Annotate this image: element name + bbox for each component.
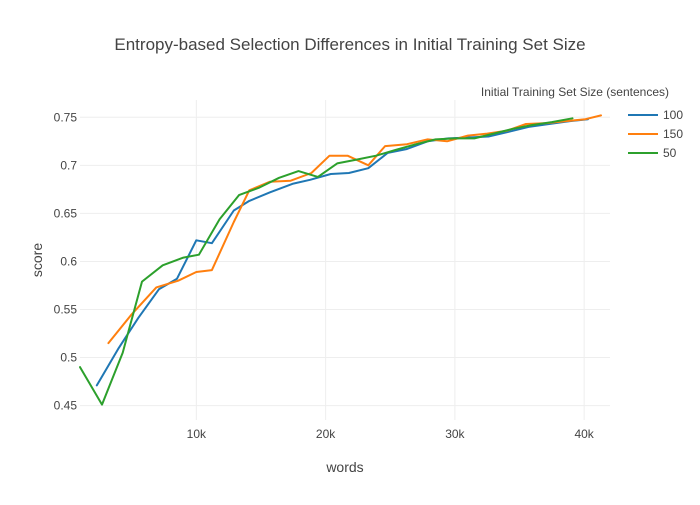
series-line-100[interactable] [95,118,589,387]
y-tick-label: 0.55 [54,302,78,316]
y-tick-label: 0.75 [54,110,78,124]
y-tick-label: 0.65 [54,206,78,220]
legend-title: Initial Training Set Size (sentences) [481,85,669,99]
series-line-50[interactable] [79,117,574,406]
legend-items: 100 150 50 [628,108,683,160]
grid [80,100,610,420]
series-line-150[interactable] [107,114,602,345]
y-tick-label: 0.7 [60,158,77,172]
series-lines [79,114,602,406]
y-axis-title: score [29,243,45,277]
legend-label-100[interactable]: 100 [663,108,683,122]
y-tick-label: 0.6 [60,254,77,268]
legend-label-50[interactable]: 50 [663,146,677,160]
x-tick-label: 10k [187,427,207,441]
x-tick-label: 20k [316,427,336,441]
x-tick-label: 40k [574,427,594,441]
chart-title: Entropy-based Selection Differences in I… [114,35,585,54]
legend[interactable]: Initial Training Set Size (sentences) 10… [481,85,683,160]
axes: 10k 20k 30k 40k 0.45 0.5 0.55 0.6 0.65 0.7 0.75 [54,110,595,441]
legend-label-150[interactable]: 150 [663,127,683,141]
x-axis-title: words [325,459,363,475]
y-tick-label: 0.5 [60,351,77,365]
x-tick-label: 30k [445,427,465,441]
y-tick-label: 0.45 [54,399,78,413]
